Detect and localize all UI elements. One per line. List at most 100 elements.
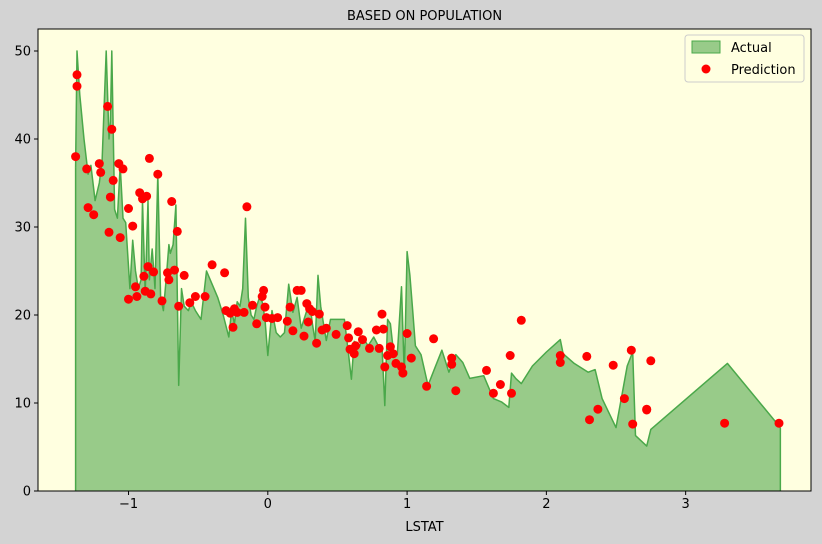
prediction-point <box>380 362 390 372</box>
prediction-point <box>507 388 516 398</box>
prediction-point <box>72 70 82 80</box>
prediction-point <box>260 302 270 312</box>
prediction-point <box>259 285 269 295</box>
prediction-point <box>608 360 618 370</box>
prediction-point <box>285 302 295 312</box>
prediction-point <box>628 419 638 429</box>
prediction-point <box>248 300 257 310</box>
prediction-point <box>96 167 106 177</box>
prediction-point <box>107 124 117 134</box>
legend-actual-swatch <box>691 40 721 54</box>
prediction-point <box>422 381 432 391</box>
prediction-point <box>451 386 461 396</box>
prediction-point <box>582 351 592 361</box>
x-axis-label: LSTAT <box>405 520 443 535</box>
prediction-point <box>296 285 306 295</box>
prediction-point <box>164 275 174 285</box>
prediction-point <box>358 335 367 345</box>
legend-actual-label: Actual <box>731 41 772 56</box>
prediction-point <box>342 321 352 331</box>
prediction-point <box>174 301 184 311</box>
prediction-point <box>252 319 262 329</box>
prediction-point <box>128 221 138 231</box>
y-tick-label: 40 <box>14 133 31 148</box>
actual-area-fill <box>75 51 781 491</box>
prediction-point <box>344 333 354 343</box>
prediction-point <box>385 342 395 352</box>
prediction-point <box>447 359 457 369</box>
prediction-point <box>626 345 636 355</box>
prediction-point <box>585 415 594 425</box>
prediction-point <box>190 292 200 301</box>
prediction-point <box>172 226 182 236</box>
y-tick-label: 20 <box>14 309 31 324</box>
prediction-point <box>94 159 104 169</box>
y-axis: 0 10 20 30 40 50 <box>14 45 38 500</box>
prediction-point <box>115 233 125 243</box>
prediction-point <box>429 334 439 344</box>
prediction-point <box>299 331 309 341</box>
legend-prediction-label: Prediction <box>731 63 796 78</box>
prediction-point <box>207 260 217 270</box>
prediction-point <box>555 351 565 360</box>
prediction-point <box>282 316 292 326</box>
prediction-point <box>349 349 359 359</box>
prediction-point <box>108 175 118 185</box>
prediction-point <box>103 101 113 111</box>
prediction-point <box>495 380 505 389</box>
prediction-point <box>321 323 331 333</box>
x-tick-label: 0 <box>264 497 272 512</box>
prediction-point <box>131 282 140 292</box>
prediction-point <box>89 210 99 220</box>
x-tick-label: 3 <box>682 497 690 512</box>
prediction-point <box>482 365 491 375</box>
prediction-point <box>132 292 142 301</box>
prediction-point <box>288 326 298 336</box>
prediction-point <box>371 325 381 335</box>
chart-title: BASED ON POPULATION <box>347 9 502 24</box>
y-tick-label: 10 <box>14 397 31 412</box>
prediction-point <box>239 307 249 317</box>
prediction-point <box>149 267 159 277</box>
prediction-point <box>71 152 81 162</box>
x-axis: −1 0 1 2 3 <box>119 491 690 512</box>
plot-frame <box>37 28 812 492</box>
prediction-point <box>619 394 629 404</box>
prediction-point <box>377 309 387 319</box>
prediction-point <box>720 418 730 428</box>
prediction-point <box>593 404 603 414</box>
prediction-point <box>82 164 92 174</box>
prediction-point <box>242 202 252 212</box>
prediction-point <box>307 307 317 316</box>
prediction-point <box>642 404 652 414</box>
prediction-point <box>170 265 179 275</box>
prediction-point <box>185 298 195 308</box>
prediction-point <box>72 81 82 91</box>
prediction-point <box>153 169 163 179</box>
prediction-point <box>83 203 93 213</box>
prediction-point <box>353 327 363 337</box>
prediction-point <box>774 418 784 428</box>
prediction-point <box>139 271 149 281</box>
prediction-point <box>351 341 361 351</box>
prediction-point <box>516 315 526 325</box>
y-tick-label: 30 <box>14 221 31 236</box>
prediction-point <box>312 338 322 348</box>
prediction-point <box>118 164 128 174</box>
prediction-point <box>142 191 152 201</box>
x-tick-label: −1 <box>119 497 138 512</box>
prediction-point <box>331 329 341 339</box>
prediction-point <box>200 292 210 301</box>
prediction-point <box>105 192 115 202</box>
prediction-point <box>232 307 242 317</box>
prediction-point <box>104 227 114 237</box>
prediction-point <box>314 309 324 319</box>
prediction-point <box>402 329 412 338</box>
prediction-point <box>374 343 384 353</box>
prediction-point <box>146 289 156 299</box>
prediction-point <box>365 343 374 353</box>
prediction-point <box>273 313 283 323</box>
prediction-point <box>406 353 416 363</box>
legend: Actual Prediction <box>684 34 805 83</box>
